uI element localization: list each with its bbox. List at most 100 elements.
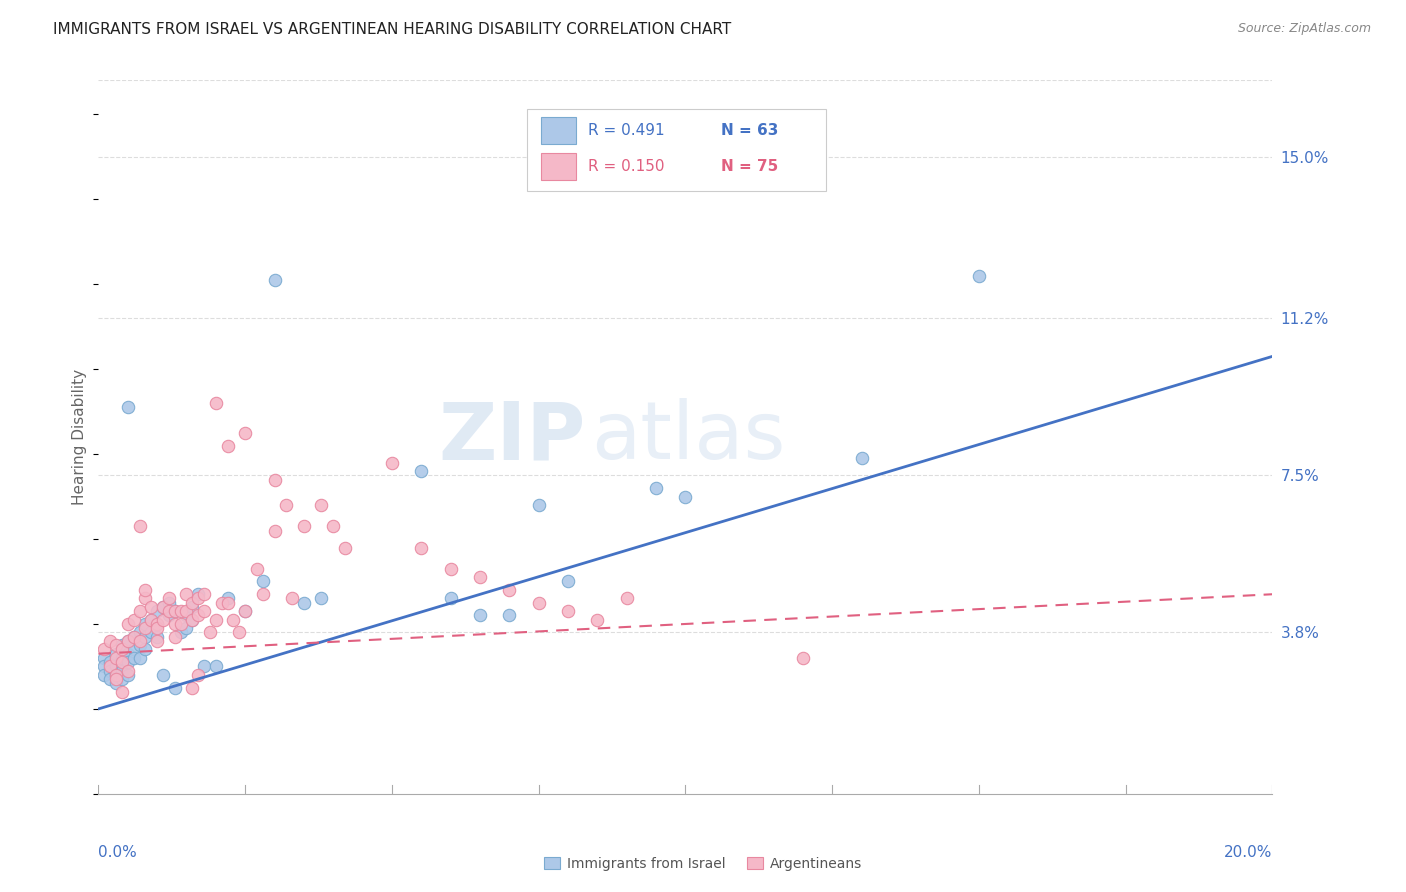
- Point: [157, 604, 180, 618]
- Point: [141, 599, 163, 614]
- Point: [152, 613, 174, 627]
- Point: [263, 473, 285, 487]
- Point: [187, 591, 209, 606]
- Point: [228, 625, 250, 640]
- Point: [176, 604, 198, 618]
- Point: [181, 596, 204, 610]
- Point: [222, 613, 245, 627]
- Point: [117, 634, 139, 648]
- Point: [333, 541, 356, 555]
- Point: [527, 498, 550, 512]
- Point: [111, 638, 134, 652]
- Point: [252, 587, 274, 601]
- Point: [105, 651, 128, 665]
- Legend: Immigrants from Israel, Argentineans: Immigrants from Israel, Argentineans: [538, 851, 868, 876]
- Point: [117, 655, 139, 669]
- Point: [141, 613, 163, 627]
- Text: atlas: atlas: [592, 398, 786, 476]
- Point: [292, 519, 315, 533]
- Point: [157, 591, 180, 606]
- Point: [586, 613, 609, 627]
- Point: [128, 638, 150, 652]
- Point: [181, 613, 204, 627]
- Point: [146, 630, 169, 644]
- Point: [176, 621, 198, 635]
- Point: [146, 621, 169, 635]
- Point: [233, 604, 256, 618]
- Point: [263, 273, 285, 287]
- Point: [105, 672, 128, 686]
- Point: [157, 608, 180, 623]
- Point: [93, 642, 115, 657]
- Point: [105, 647, 128, 661]
- Point: [141, 613, 163, 627]
- Point: [122, 630, 145, 644]
- Point: [111, 651, 134, 665]
- Point: [105, 638, 128, 652]
- Point: [276, 498, 298, 512]
- Point: [616, 591, 638, 606]
- Point: [128, 634, 150, 648]
- Point: [181, 613, 204, 627]
- Point: [292, 596, 315, 610]
- Point: [675, 490, 697, 504]
- Point: [233, 425, 256, 440]
- Point: [98, 634, 121, 648]
- Point: [141, 625, 163, 640]
- Point: [211, 596, 233, 610]
- Point: [169, 625, 191, 640]
- Point: [134, 630, 156, 644]
- Point: [134, 621, 156, 635]
- Point: [557, 604, 579, 618]
- Point: [281, 591, 304, 606]
- Point: [122, 630, 145, 644]
- Point: [117, 401, 139, 415]
- Text: R = 0.150: R = 0.150: [588, 159, 665, 174]
- Point: [193, 659, 215, 673]
- Point: [93, 659, 115, 673]
- Point: [322, 519, 344, 533]
- Point: [111, 685, 134, 699]
- Point: [468, 608, 491, 623]
- Point: [163, 681, 186, 695]
- Point: [169, 604, 191, 618]
- Point: [93, 651, 115, 665]
- Point: [187, 608, 209, 623]
- Point: [163, 604, 186, 618]
- Text: Source: ZipAtlas.com: Source: ZipAtlas.com: [1237, 22, 1371, 36]
- Point: [98, 664, 121, 678]
- Point: [205, 659, 228, 673]
- Point: [146, 604, 169, 618]
- Point: [105, 659, 128, 673]
- Point: [98, 659, 121, 673]
- Point: [217, 439, 239, 453]
- Point: [163, 604, 186, 618]
- Point: [117, 664, 139, 678]
- Point: [181, 599, 204, 614]
- Point: [557, 574, 579, 589]
- Point: [122, 651, 145, 665]
- Text: R = 0.491: R = 0.491: [588, 123, 665, 138]
- Point: [645, 481, 668, 495]
- Point: [146, 617, 169, 632]
- Point: [498, 608, 520, 623]
- Point: [128, 625, 150, 640]
- Point: [246, 562, 269, 576]
- Point: [176, 587, 198, 601]
- Point: [205, 613, 228, 627]
- Point: [252, 574, 274, 589]
- Text: 0.0%: 0.0%: [98, 845, 138, 860]
- Point: [146, 617, 169, 632]
- Point: [128, 651, 150, 665]
- Point: [468, 570, 491, 584]
- Point: [851, 451, 873, 466]
- Point: [163, 617, 186, 632]
- Point: [440, 562, 463, 576]
- Point: [111, 672, 134, 686]
- Point: [117, 617, 139, 632]
- Point: [152, 599, 174, 614]
- Point: [187, 587, 209, 601]
- Point: [117, 668, 139, 682]
- Point: [193, 587, 215, 601]
- Point: [98, 655, 121, 669]
